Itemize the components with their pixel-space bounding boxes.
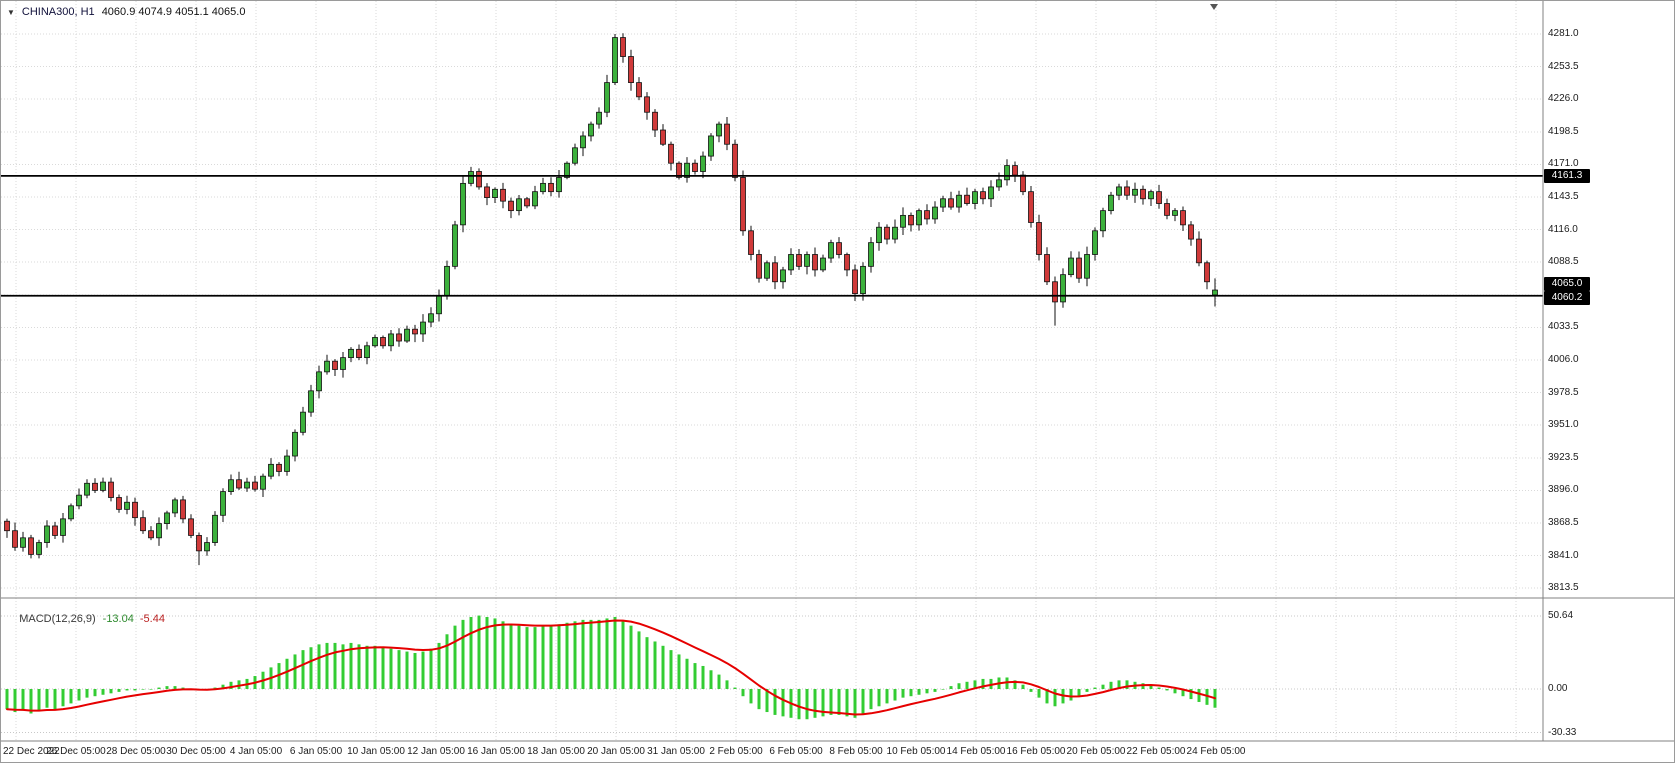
x-axis-label: 20 Feb 05:00 bbox=[1066, 746, 1126, 757]
hline-price-tag: 4161.3 bbox=[1544, 168, 1590, 183]
macd-main-value: -13.04 bbox=[102, 613, 134, 625]
symbol-dropdown-icon[interactable]: ▼ bbox=[7, 7, 15, 17]
y-axis-label: 4198.5 bbox=[1548, 125, 1579, 137]
x-axis-label: 8 Feb 05:00 bbox=[829, 746, 883, 757]
x-axis-label: 6 Jan 05:00 bbox=[289, 746, 343, 757]
x-axis-label: 16 Feb 05:00 bbox=[1006, 746, 1066, 757]
x-axis-label: 12 Jan 05:00 bbox=[407, 746, 465, 757]
macd-signal-value: -5.44 bbox=[139, 613, 165, 625]
y-axis-label: 3951.0 bbox=[1548, 419, 1579, 431]
x-axis-label: 26 Dec 05:00 bbox=[46, 746, 106, 757]
x-axis-label: 28 Dec 05:00 bbox=[106, 746, 166, 757]
chart-header: ▼ CHINA300, H1 4060.9 4074.9 4051.1 4065… bbox=[7, 6, 245, 18]
x-axis-label: 31 Jan 05:00 bbox=[647, 746, 705, 757]
macd-name: MACD(12,26,9) bbox=[19, 613, 96, 625]
chart-shift-marker-icon[interactable] bbox=[1210, 4, 1218, 10]
x-axis-label: 6 Feb 05:00 bbox=[769, 746, 823, 757]
x-axis-label: 30 Dec 05:00 bbox=[166, 746, 226, 757]
y-axis-label: 4033.5 bbox=[1548, 321, 1579, 333]
x-axis-label: 22 Dec 2022 bbox=[3, 746, 60, 757]
symbol-period-label: CHINA300, H1 bbox=[21, 6, 95, 18]
y-axis-label: 3868.5 bbox=[1548, 517, 1579, 528]
y-axis-label: 3896.0 bbox=[1548, 484, 1579, 496]
y-axis-label: 4171.0 bbox=[1548, 158, 1579, 170]
x-axis-label: 18 Jan 05:00 bbox=[527, 746, 585, 757]
macd-scale-label: 50.64 bbox=[1548, 610, 1574, 622]
ohlc-values: 4060.9 4074.9 4051.1 4065.0 bbox=[101, 6, 246, 18]
y-axis-label: 4281.0 bbox=[1548, 28, 1579, 39]
y-axis-label: 4143.5 bbox=[1548, 191, 1579, 202]
x-axis-label: 14 Feb 05:00 bbox=[946, 746, 1006, 757]
y-axis-label: 3813.5 bbox=[1548, 582, 1579, 594]
x-axis-label: 16 Jan 05:00 bbox=[467, 746, 525, 757]
y-axis-label: 4253.5 bbox=[1548, 60, 1579, 72]
y-axis-label: 4226.0 bbox=[1548, 93, 1579, 105]
y-axis-label: 3923.5 bbox=[1548, 451, 1579, 463]
x-axis-label: 24 Feb 05:00 bbox=[1186, 746, 1246, 757]
y-axis-label: 4006.0 bbox=[1548, 354, 1579, 365]
y-axis-label: 4088.5 bbox=[1548, 256, 1579, 268]
y-axis-label: 3978.5 bbox=[1548, 386, 1579, 398]
x-axis-label: 20 Jan 05:00 bbox=[587, 746, 645, 757]
x-axis-label: 10 Feb 05:00 bbox=[886, 746, 946, 757]
x-axis-label: 10 Jan 05:00 bbox=[347, 746, 405, 757]
x-axis-label: 22 Feb 05:00 bbox=[1126, 746, 1186, 757]
macd-scale-label: -30.33 bbox=[1548, 726, 1577, 738]
x-axis-label: 4 Jan 05:00 bbox=[229, 746, 283, 757]
hline-price-tag: 4060.2 bbox=[1544, 291, 1590, 306]
macd-scale-label: 0.00 bbox=[1548, 683, 1568, 694]
y-axis-label: 3841.0 bbox=[1548, 549, 1579, 561]
x-axis-label: 2 Feb 05:00 bbox=[709, 746, 763, 757]
macd-indicator-label: MACD(12,26,9) -13.04 -5.44 bbox=[7, 601, 165, 637]
current-price-tag: 4065.0 bbox=[1544, 277, 1590, 292]
y-axis-label: 4116.0 bbox=[1548, 223, 1578, 235]
